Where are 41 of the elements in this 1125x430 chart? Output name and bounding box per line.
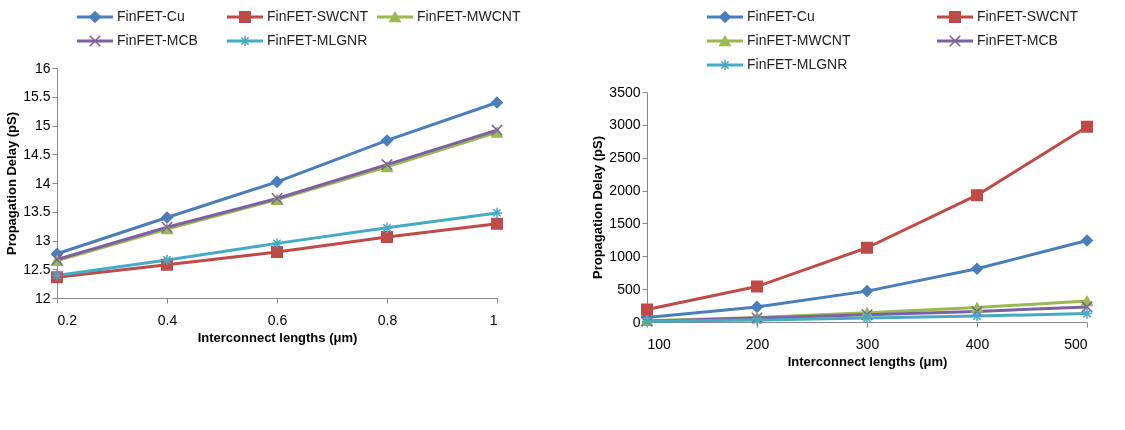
y-tick-label: 14.5 [23, 145, 51, 162]
y-axis-title: Propagation Delay (pS) [590, 135, 606, 280]
x-tick-label: 300 [855, 335, 880, 352]
y-tick-label: 16 [34, 59, 51, 76]
y-axis-title: Propagation Delay (pS) [4, 111, 20, 256]
y-tick-label: 15 [34, 117, 51, 133]
x-tick-label: 0.6 [267, 311, 288, 328]
y-tick-label: 12 [34, 289, 51, 306]
y-tick-label: 15.5 [23, 88, 51, 105]
x-tick-label: 0.2 [57, 311, 78, 328]
legend-label: FinFET-MCB [977, 32, 1058, 48]
y-tick-label: 14 [34, 174, 51, 191]
legend-label: FinFET-MLGNR [747, 56, 848, 72]
legend-label: FinFET-SWCNT [977, 8, 1079, 24]
y-tick-label: 500 [617, 280, 641, 297]
x-tick-label: 1 [489, 311, 498, 328]
legend-label: FinFET-SWCNT [267, 8, 369, 24]
x-tick-label: 400 [965, 335, 990, 352]
y-tick-label: 2000 [609, 182, 641, 199]
legend-label: FinFET-MWCNT [417, 8, 521, 24]
y-tick-label: 0 [632, 313, 641, 330]
y-tick-label: 2500 [609, 149, 641, 166]
x-tick-label: 500 [1064, 335, 1088, 352]
x-tick-label: 0.8 [377, 311, 398, 328]
legend-label: FinFET-Cu [117, 8, 185, 24]
x-tick-label: 100 [647, 335, 672, 352]
x-axis-title: Interconnect lengths (μm) [787, 353, 948, 369]
y-tick-label: 13 [34, 232, 51, 248]
y-tick-label: 12.5 [23, 260, 51, 277]
legend-label: FinFET-MLGNR [267, 32, 368, 48]
legend-label: FinFET-Cu [747, 8, 815, 24]
y-tick-label: 3000 [609, 116, 641, 133]
y-tick-label: 1000 [609, 247, 641, 264]
y-tick-label: 1500 [609, 214, 641, 231]
x-tick-label: 0.4 [157, 311, 178, 328]
legend-label: FinFET-MCB [117, 32, 198, 48]
y-tick-label: 3500 [609, 83, 641, 100]
y-tick-label: 13.5 [23, 203, 51, 220]
x-axis-title: Interconnect lengths (μm) [197, 329, 358, 345]
legend-label: FinFET-MWCNT [747, 32, 851, 48]
x-tick-label: 200 [745, 335, 770, 352]
